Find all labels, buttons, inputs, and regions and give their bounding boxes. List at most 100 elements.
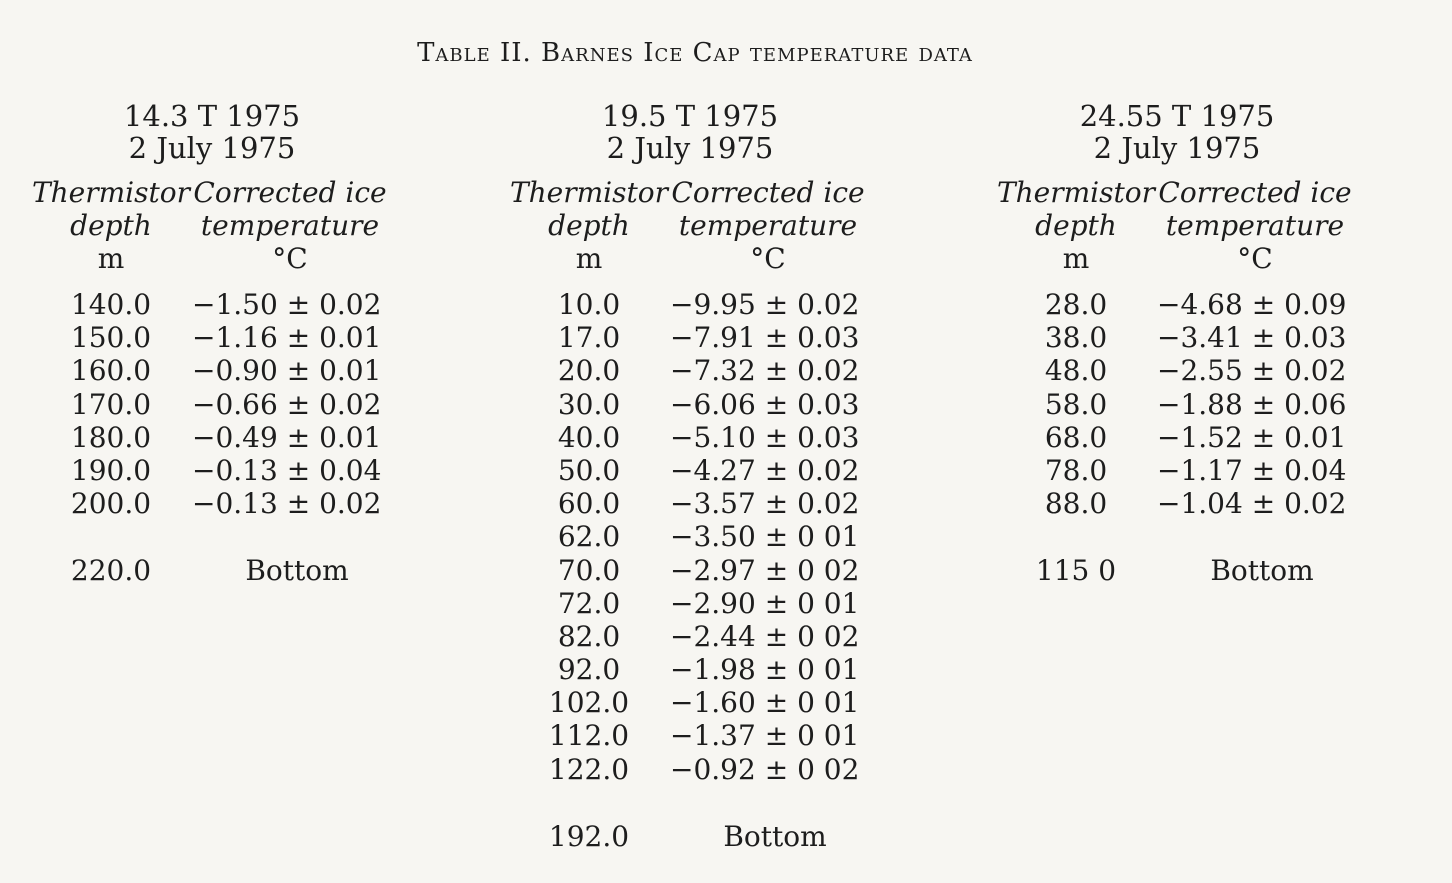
table-row: 48.0 −2.55 ± 0.02 xyxy=(965,354,1389,387)
bottom-depth: 192.0 xyxy=(548,819,630,853)
depth-unit: m xyxy=(575,242,603,275)
table-row: 40.0 −5.10 ± 0.03 xyxy=(478,421,902,454)
table-row: 92.0 −1.98 ± 0 01 xyxy=(478,653,902,686)
depth-value: 112.0 xyxy=(548,719,630,753)
temp-header-line: temperature xyxy=(678,209,858,242)
temperature-value: −2.44 ± 0 02 xyxy=(670,619,860,653)
temperature-value: −1.98 ± 0 01 xyxy=(670,653,860,687)
bottom-row: 115 0 Bottom xyxy=(965,554,1389,587)
depth-header: Thermistor depth m xyxy=(30,176,192,275)
table-row: 140.0 −1.50 ± 0.02 xyxy=(0,288,424,321)
bottom-depth: 115 0 xyxy=(1035,554,1117,588)
bottom-row: 220.0 Bottom xyxy=(0,554,424,587)
table-row: 78.0 −1.17 ± 0.04 xyxy=(965,454,1389,487)
table-row: 30.0 −6.06 ± 0.03 xyxy=(478,388,902,421)
measurement-date: 2 July 1975 xyxy=(1093,131,1261,165)
temperature-value: −3.57 ± 0.02 xyxy=(670,487,860,521)
depth-value: 58.0 xyxy=(1044,387,1108,421)
depth-value: 60.0 xyxy=(557,487,621,521)
temp-unit: °C xyxy=(1237,242,1273,275)
row-gap xyxy=(0,520,424,554)
temperature-value: −7.32 ± 0.02 xyxy=(670,354,860,388)
measurement-date: 2 July 1975 xyxy=(606,131,774,165)
bottom-depth: 220.0 xyxy=(70,554,152,588)
depth-value: 190.0 xyxy=(70,453,152,487)
table-row: 17.0 −7.91 ± 0.03 xyxy=(478,321,902,354)
depth-value: 78.0 xyxy=(1044,453,1108,487)
hole-id: 14.3 T 1975 xyxy=(123,99,301,133)
depth-header-line: Thermistor xyxy=(996,176,1156,209)
temperature-value: −0.66 ± 0.02 xyxy=(192,387,382,421)
row-gap xyxy=(965,520,1389,554)
table-row: 72.0 −2.90 ± 0 01 xyxy=(478,587,902,620)
temperature-value: −1.52 ± 0.01 xyxy=(1157,420,1347,454)
temperature-value: −5.10 ± 0.03 xyxy=(670,420,860,454)
temperature-value: −0.13 ± 0.04 xyxy=(192,453,382,487)
table-row: 200.0 −0.13 ± 0.02 xyxy=(0,487,424,520)
temp-header-line: temperature xyxy=(200,209,380,242)
temp-header-line: Corrected ice xyxy=(1158,176,1352,209)
table-row: 122.0 −0.92 ± 0 02 xyxy=(478,753,902,786)
table-row: 68.0 −1.52 ± 0.01 xyxy=(965,421,1389,454)
temperature-value: −4.68 ± 0.09 xyxy=(1157,288,1347,321)
temperature-header: Corrected ice temperature °C xyxy=(1155,176,1355,275)
bottom-row: 192.0 Bottom xyxy=(478,820,902,853)
depth-value: 88.0 xyxy=(1044,487,1108,521)
depth-value: 68.0 xyxy=(1044,420,1108,454)
depth-header: Thermistor depth m xyxy=(995,176,1157,275)
depth-value: 200.0 xyxy=(70,487,152,521)
table-row: 170.0 −0.66 ± 0.02 xyxy=(0,388,424,421)
temperature-value: −0.13 ± 0.02 xyxy=(192,487,382,521)
depth-value: 180.0 xyxy=(70,420,152,454)
data-rows: 10.0 −9.95 ± 0.02 17.0 −7.91 ± 0.03 20.0… xyxy=(478,288,902,853)
depth-header: Thermistor depth m xyxy=(508,176,670,275)
bottom-label: Bottom xyxy=(723,819,827,853)
table-row: 88.0 −1.04 ± 0.02 xyxy=(965,487,1389,520)
temp-unit: °C xyxy=(272,242,308,275)
measurement-date: 2 July 1975 xyxy=(128,131,296,165)
depth-value: 140.0 xyxy=(70,288,152,321)
depth-unit: m xyxy=(97,242,125,275)
table-row: 20.0 −7.32 ± 0.02 xyxy=(478,354,902,387)
hole-id: 19.5 T 1975 xyxy=(601,99,779,133)
table-row: 58.0 −1.88 ± 0.06 xyxy=(965,388,1389,421)
temperature-value: −3.41 ± 0.03 xyxy=(1157,321,1347,355)
depth-header-line: Thermistor xyxy=(509,176,669,209)
depth-value: 48.0 xyxy=(1044,354,1108,388)
depth-value: 102.0 xyxy=(548,686,630,720)
temperature-value: −1.60 ± 0 01 xyxy=(670,686,860,720)
depth-value: 50.0 xyxy=(557,453,621,487)
depth-value: 62.0 xyxy=(557,520,621,554)
bottom-label: Bottom xyxy=(245,554,349,588)
table-row: 150.0 −1.16 ± 0.01 xyxy=(0,321,424,354)
depth-header-line: Thermistor xyxy=(31,176,191,209)
depth-value: 122.0 xyxy=(548,752,630,786)
row-gap xyxy=(478,786,902,820)
depth-value: 30.0 xyxy=(557,387,621,421)
table-row: 102.0 −1.60 ± 0 01 xyxy=(478,686,902,719)
table-row: 50.0 −4.27 ± 0.02 xyxy=(478,454,902,487)
table-row: 28.0 −4.68 ± 0.09 xyxy=(965,288,1389,321)
depth-value: 40.0 xyxy=(557,420,621,454)
temperature-value: −7.91 ± 0.03 xyxy=(670,321,860,355)
table-row: 60.0 −3.57 ± 0.02 xyxy=(478,487,902,520)
temperature-value: −1.16 ± 0.01 xyxy=(192,321,382,355)
depth-header-line: depth xyxy=(70,209,152,242)
temp-header-line: temperature xyxy=(1165,209,1345,242)
table-row: 38.0 −3.41 ± 0.03 xyxy=(965,321,1389,354)
table-row: 70.0 −2.97 ± 0 02 xyxy=(478,554,902,587)
temperature-value: −0.92 ± 0 02 xyxy=(670,752,860,786)
hole-id: 24.55 T 1975 xyxy=(1079,99,1275,133)
depth-header-line: depth xyxy=(1035,209,1117,242)
temperature-header: Corrected ice temperature °C xyxy=(668,176,868,275)
depth-unit: m xyxy=(1062,242,1090,275)
temp-header-line: Corrected ice xyxy=(193,176,387,209)
temperature-value: −9.95 ± 0.02 xyxy=(670,288,860,321)
table-row: 190.0 −0.13 ± 0.04 xyxy=(0,454,424,487)
depth-value: 70.0 xyxy=(557,553,621,587)
depth-value: 150.0 xyxy=(70,321,152,355)
depth-value: 20.0 xyxy=(557,354,621,388)
depth-header-line: depth xyxy=(548,209,630,242)
table-row: 180.0 −0.49 ± 0.01 xyxy=(0,421,424,454)
temperature-value: −4.27 ± 0.02 xyxy=(670,453,860,487)
